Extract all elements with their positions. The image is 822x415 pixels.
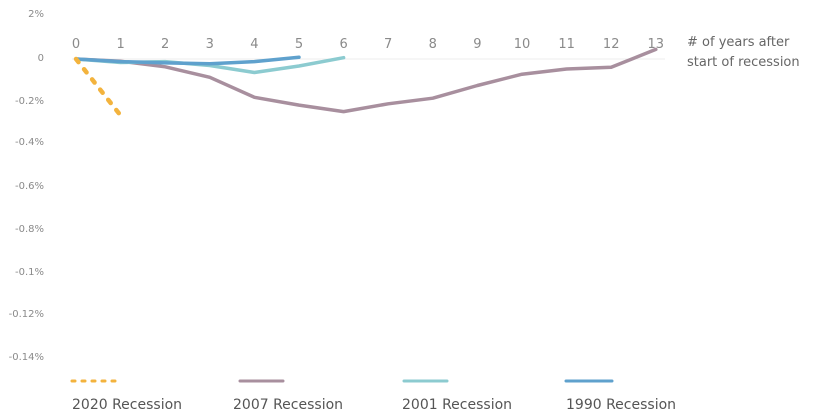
y-tick-label: 2%	[28, 9, 44, 20]
x-tick-label: 12	[603, 37, 620, 52]
legend-label: 2020 Recession	[72, 397, 182, 413]
series-line-1990-recession	[74, 55, 301, 66]
y-tick-label: -0.4%	[15, 137, 44, 148]
series-layer	[73, 47, 658, 118]
y-tick-label: -0.12%	[9, 309, 44, 320]
y-tick-label: -0.6%	[15, 181, 44, 192]
x-tick-label: 2	[161, 37, 169, 52]
series-line-2007-recession	[74, 47, 658, 114]
x-tick-label: 7	[384, 37, 392, 52]
legend-label: 1990 Recession	[566, 397, 676, 413]
y-tick-label: -0.14%	[9, 352, 44, 363]
legend-label: 2007 Recession	[233, 397, 343, 413]
x-tick-label: 4	[250, 37, 258, 52]
x-tick-label: 5	[295, 37, 303, 52]
x-tick-label: 3	[206, 37, 214, 52]
x-tick-label: 6	[339, 37, 347, 52]
y-tick-label: -0.1%	[15, 267, 44, 278]
y-tick-label: 0	[38, 53, 44, 64]
x-tick-label: 0	[72, 37, 80, 52]
legend-label: 2001 Recession	[402, 397, 512, 413]
x-axis-title-line-1: # of years after	[687, 35, 790, 50]
x-tick-label: 1	[116, 37, 124, 52]
x-tick-label: 10	[514, 37, 531, 52]
y-axis-ticks: 2% 0 -0.2% -0.4% -0.6% -0.8% -0.1% -0.12% -0.14%	[9, 9, 44, 363]
x-tick-label: 13	[648, 37, 665, 52]
legend: 2020 Recession 2007 Recession 2001 Recessi…	[70, 379, 676, 413]
y-tick-label: -0.8%	[15, 224, 44, 235]
x-axis-title-line-2: start of recession	[687, 55, 800, 70]
x-tick-label: 9	[473, 37, 481, 52]
series-line-2020-recession	[73, 56, 123, 118]
x-axis-ticks: 0 1 2 3 4 5 6 7 8 9 10 11 12 13	[72, 37, 664, 52]
x-tick-label: 11	[558, 37, 575, 52]
x-tick-label: 8	[429, 37, 437, 52]
y-tick-label: -0.2%	[15, 96, 44, 107]
